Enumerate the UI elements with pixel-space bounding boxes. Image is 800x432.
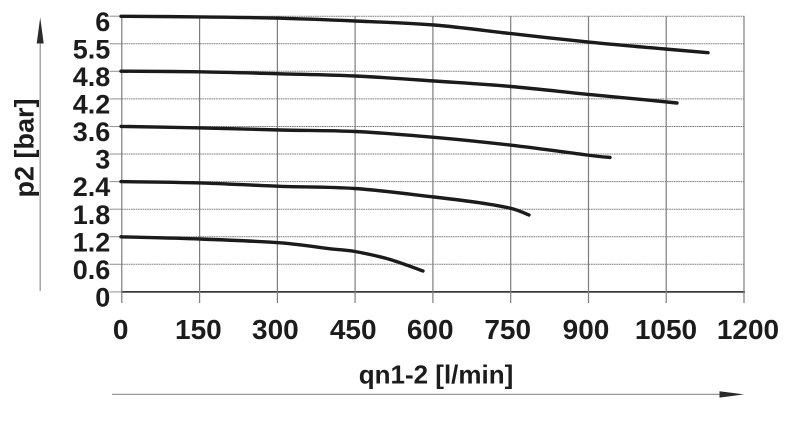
svg-text:3: 3 [95,145,110,175]
svg-text:qn1-2 [l/min]: qn1-2 [l/min] [359,360,514,390]
svg-text:p2 [bar]: p2 [bar] [10,98,40,197]
svg-text:3.6: 3.6 [73,117,111,147]
svg-text:900: 900 [563,314,610,345]
svg-text:450: 450 [330,314,377,345]
svg-text:6: 6 [95,7,110,37]
svg-text:750: 750 [484,314,531,345]
svg-text:1.8: 1.8 [73,200,111,230]
svg-text:4.8: 4.8 [73,62,111,92]
svg-text:1050: 1050 [635,314,697,345]
svg-text:5.5: 5.5 [73,34,111,64]
svg-text:1.2: 1.2 [73,227,111,257]
svg-text:0.6: 0.6 [73,255,111,285]
svg-text:2.4: 2.4 [73,172,111,202]
svg-text:150: 150 [175,314,222,345]
svg-text:1200: 1200 [717,314,779,345]
svg-text:4.2: 4.2 [73,90,111,120]
svg-text:300: 300 [252,314,299,345]
svg-text:0: 0 [113,314,129,345]
svg-text:0: 0 [95,283,110,313]
svg-text:600: 600 [407,314,454,345]
